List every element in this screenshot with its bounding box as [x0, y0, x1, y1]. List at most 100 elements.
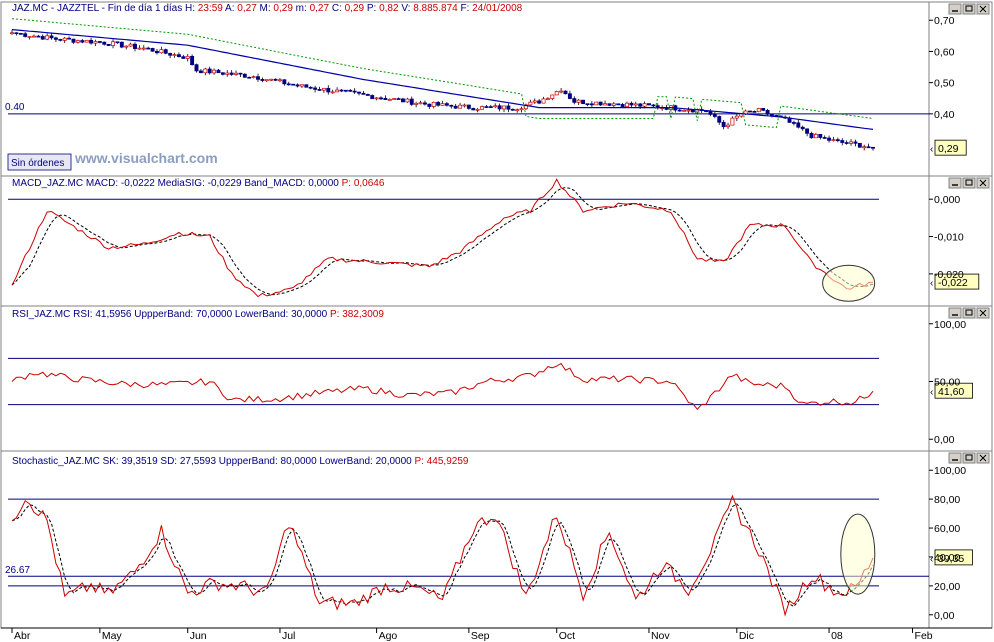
maximize-icon-box[interactable]: [962, 452, 976, 464]
price-candle: [620, 104, 625, 108]
price-candle: [629, 102, 634, 106]
header-field: 8.885.874: [410, 3, 458, 14]
maximize-icon-box[interactable]: [962, 307, 976, 319]
y-tick-label-rsi: 0,00: [934, 434, 955, 446]
price-candle: [299, 84, 304, 87]
x-tick-label: Abr: [14, 630, 31, 642]
price-candle: [515, 109, 520, 112]
price-candle: [519, 108, 524, 111]
maximize-icon[interactable]: [962, 177, 976, 189]
panel-header-price: JAZ.MC - JAZZTEL - Fin de día 1 días H: …: [12, 3, 523, 14]
price-candle: [58, 39, 63, 41]
price-candle: [818, 134, 823, 138]
price-candle: [422, 102, 427, 105]
price-candle: [466, 104, 471, 109]
price-candle: [791, 122, 796, 124]
price-value-box: 0,29: [938, 143, 959, 155]
price-candle: [273, 78, 278, 81]
price-candle: [146, 47, 151, 50]
x-tick-label: May: [102, 630, 123, 642]
header-field: MACD: -0,0222: [83, 178, 155, 189]
price-candle: [835, 139, 840, 141]
price-candle: [761, 108, 766, 111]
price-candle: [493, 105, 498, 108]
minimize-icon[interactable]: [948, 3, 962, 15]
close-icon[interactable]: [976, 177, 990, 189]
x-tick-label: Nov: [651, 630, 670, 642]
price-candle: [844, 142, 849, 144]
price-candle: [102, 41, 107, 45]
header-field: 0,29: [342, 3, 365, 14]
price-candle: [45, 35, 50, 40]
stoch-value-box-pointer-icon: ‹: [930, 554, 933, 565]
maximize-icon-box[interactable]: [962, 177, 976, 189]
minimize-icon[interactable]: [948, 452, 962, 464]
price-candle: [594, 101, 599, 106]
ui-controls[interactable]: Sin órdenes: [7, 3, 990, 464]
header-field: A:: [223, 3, 235, 14]
price-candle: [172, 54, 177, 56]
price-candle: [541, 98, 546, 104]
price-candle: [10, 32, 14, 35]
minimize-icon[interactable]: [948, 177, 962, 189]
price-candle: [603, 103, 607, 106]
price-candle: [49, 35, 54, 39]
price-candle: [308, 86, 313, 89]
rsi-value-box-pointer-icon: ‹: [930, 387, 933, 398]
price-candle: [67, 37, 72, 40]
close-icon-glyph: [979, 5, 987, 13]
price-candle: [40, 36, 45, 40]
y-tick-label-stoch: 20,00: [934, 581, 960, 593]
price-candle: [23, 33, 28, 37]
header-field: P:: [364, 3, 376, 14]
minimize-icon-box[interactable]: [948, 3, 962, 15]
price-candle: [339, 89, 344, 92]
maximize-icon-glyph: [965, 309, 973, 316]
price-candle: [805, 128, 810, 134]
price-candle: [453, 105, 458, 109]
minimize-icon-box[interactable]: [948, 177, 962, 189]
price-candle: [89, 39, 94, 44]
price-candle: [357, 91, 361, 94]
price-candle: [238, 72, 243, 75]
price-candle: [563, 90, 568, 95]
macd-signal-line: [11, 186, 874, 296]
close-icon[interactable]: [976, 307, 990, 319]
price-candle: [840, 140, 845, 143]
price-candle: [752, 111, 757, 113]
price-candle: [352, 90, 357, 93]
price-candle: [651, 104, 656, 107]
maximize-icon-box[interactable]: [962, 3, 976, 15]
price-candle: [616, 103, 621, 106]
y-tick-label-price: 0,60: [934, 46, 955, 58]
rsi-line: [11, 362, 874, 410]
price-candle: [32, 35, 36, 38]
price-value-box-bg: [934, 139, 967, 156]
minimize-icon-box[interactable]: [948, 452, 962, 464]
price-candle: [607, 103, 612, 106]
panel-header-macd: MACD_JAZ.MC MACD: -0,0222 MediaSIG: -0,0…: [12, 178, 385, 189]
price-candle: [726, 124, 730, 128]
y-tick-label-price: 0,70: [934, 15, 955, 27]
minimize-icon-box[interactable]: [948, 307, 962, 319]
minimize-icon[interactable]: [948, 307, 962, 319]
price-candle: [36, 35, 41, 38]
price-candle: [831, 139, 836, 141]
price-candle: [677, 109, 682, 112]
price-candle: [550, 94, 555, 99]
close-icon[interactable]: [976, 3, 990, 15]
close-icon[interactable]: [976, 452, 990, 464]
macd-line: [11, 178, 874, 298]
y-tick-label-stoch: 60,00: [934, 523, 960, 535]
x-tick-label: Feb: [915, 630, 933, 642]
price-candle: [480, 106, 484, 110]
price-candle: [348, 89, 353, 92]
maximize-icon[interactable]: [962, 452, 976, 464]
sin-ordenes-button[interactable]: [7, 153, 72, 171]
price-candle: [862, 146, 867, 149]
maximize-icon[interactable]: [962, 307, 976, 319]
maximize-icon[interactable]: [962, 3, 976, 15]
price-candle: [686, 109, 691, 112]
price-candle: [97, 41, 102, 43]
price-candle: [53, 37, 58, 40]
